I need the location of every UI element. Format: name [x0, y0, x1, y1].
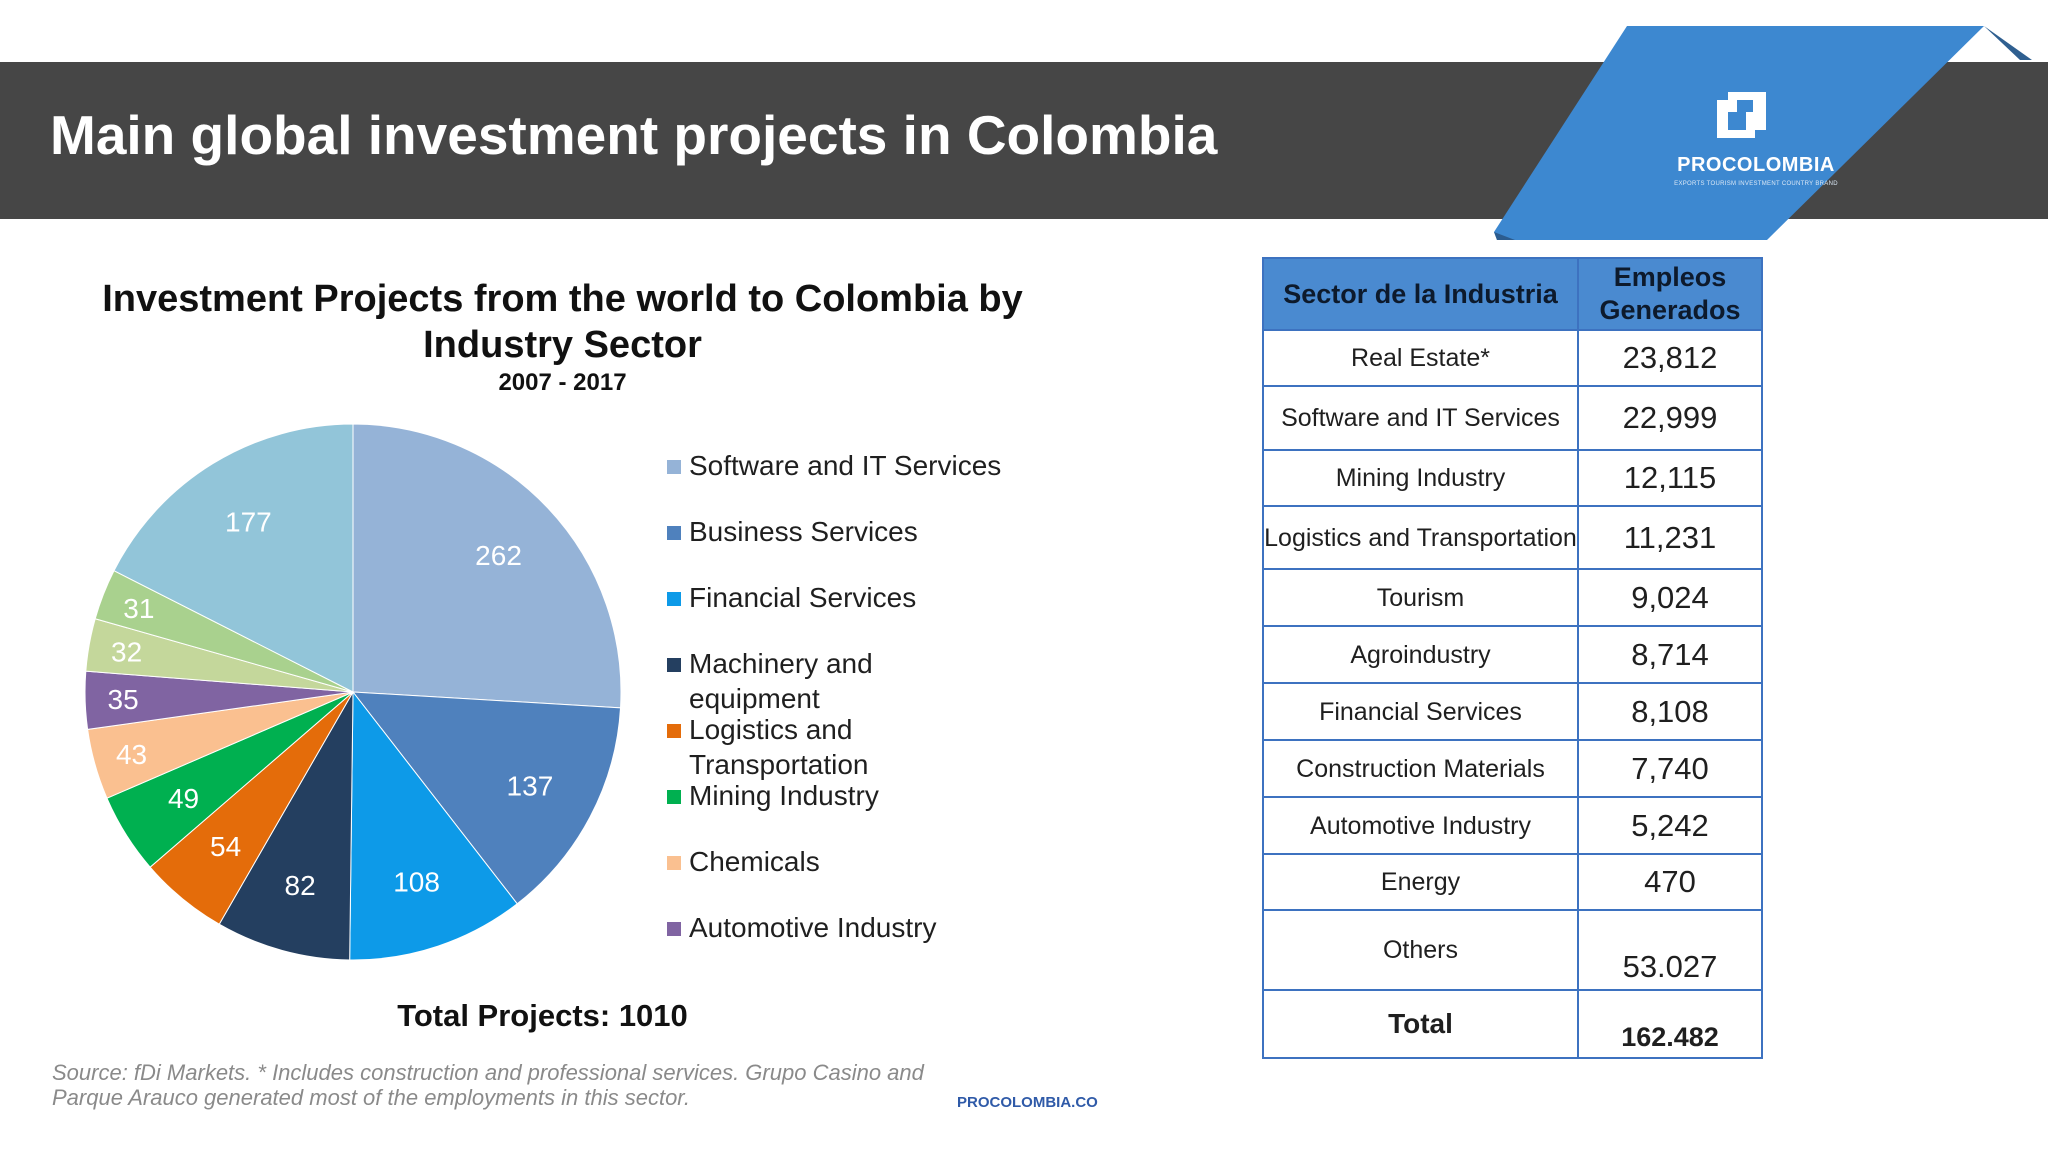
sector-cell: Mining Industry: [1262, 449, 1579, 507]
legend-label: Business Services: [689, 516, 918, 547]
pie-slice-value-label: 177: [225, 507, 272, 538]
jobs-cell: 11,231: [1577, 505, 1763, 570]
pie-slice: [218, 690, 354, 961]
sector-cell: Automotive Industry: [1262, 796, 1579, 855]
jobs-cell: 470: [1577, 853, 1763, 911]
sector-cell: Software and IT Services: [1262, 385, 1579, 451]
legend-label: Automotive Industry: [689, 912, 937, 943]
legend-item: Business Services: [667, 514, 1007, 549]
legend-swatch: [667, 658, 681, 672]
jobs-cell: 23,812: [1577, 329, 1763, 387]
pie-slice: [349, 690, 518, 961]
legend-swatch: [667, 460, 681, 474]
table-row: Agroindustry 8,714: [1262, 625, 1763, 684]
pie-slice-value-label: 262: [475, 540, 522, 571]
table-row: Real Estate* 23,812: [1262, 329, 1763, 387]
total-label-cell: Total: [1262, 989, 1579, 1059]
legend-item: Logistics and Transportation: [667, 712, 1007, 782]
total-projects-label: Total Projects: 1010: [397, 998, 688, 1033]
legend-swatch: [667, 592, 681, 606]
jobs-cell: 8,714: [1577, 625, 1763, 684]
employment-table: Sector de la Industria Empleos Generados…: [1262, 257, 1763, 1059]
pie-slice: [352, 423, 622, 709]
sector-cell: Real Estate*: [1262, 329, 1579, 387]
legend-item: Automotive Industry: [667, 910, 1007, 945]
legend-item: Mining Industry: [667, 778, 1007, 813]
source-note: Source: fDi Markets. * Includes construc…: [52, 1060, 924, 1110]
sector-cell: Tourism: [1262, 568, 1579, 627]
jobs-cell: 53.027: [1577, 909, 1763, 991]
legend-swatch: [667, 922, 681, 936]
table-row: Software and IT Services 22,999: [1262, 385, 1763, 451]
pie-slice-value-label: 49: [168, 783, 199, 814]
logo-panel-fold: [1984, 26, 2032, 60]
legend-swatch: [667, 790, 681, 804]
jobs-cell: 22,999: [1577, 385, 1763, 451]
pie-slice-value-label: 82: [285, 870, 316, 901]
legend-item: Financial Services: [667, 580, 1007, 615]
legend-label: Chemicals: [689, 846, 820, 877]
jobs-cell: 5,242: [1577, 796, 1763, 855]
table-header-row: Sector de la Industria Empleos Generados: [1262, 257, 1763, 331]
sector-cell: Others: [1262, 909, 1579, 991]
column-header-sector: Sector de la Industria: [1262, 257, 1579, 331]
sector-cell: Construction Materials: [1262, 739, 1579, 798]
footer-website-link[interactable]: PROCOLOMBIA.CO: [957, 1094, 1098, 1111]
legend-item: Software and IT Services: [667, 448, 1007, 483]
sector-cell: Energy: [1262, 853, 1579, 911]
pie-slice-value-label: 31: [123, 593, 154, 624]
pie-slice-value-label: 54: [210, 831, 241, 862]
table-row: Tourism 9,024: [1262, 568, 1763, 627]
table-row: Mining Industry 12,115: [1262, 449, 1763, 507]
legend-swatch: [667, 724, 681, 738]
total-value-cell: 162.482: [1577, 989, 1763, 1059]
brand-tagline: EXPORTS TOURISM INVESTMENT COUNTRY BRAND: [1674, 181, 1838, 187]
table-row: Others 53.027: [1262, 909, 1763, 991]
sector-cell: Financial Services: [1262, 682, 1579, 741]
jobs-cell: 7,740: [1577, 739, 1763, 798]
procolombia-logo-panel: [1494, 26, 2032, 240]
column-header-jobs: Empleos Generados: [1577, 257, 1763, 331]
pie-slice: [113, 423, 354, 693]
legend-label: Financial Services: [689, 582, 917, 613]
jobs-cell: 9,024: [1577, 568, 1763, 627]
table-row: Energy 470: [1262, 853, 1763, 911]
legend-item: Chemicals: [667, 844, 1007, 879]
jobs-cell: 12,115: [1577, 449, 1763, 507]
legend-label: Machinery and equipment: [689, 648, 873, 714]
jobs-cell: 8,108: [1577, 682, 1763, 741]
pie-slice-value-label: 35: [108, 684, 139, 715]
pie-slice: [351, 691, 622, 905]
brand-name: PROCOLOMBIA: [1677, 154, 1835, 176]
pie-slice-value-label: 32: [111, 636, 142, 667]
legend-item: Machinery and equipment: [667, 646, 1007, 716]
pie-slice-value-label: 108: [393, 867, 440, 898]
legend-label: Logistics and Transportation: [689, 714, 869, 780]
pie-chart: 262 137 108 82 54 49 43 35 32 31 177: [84, 423, 622, 961]
table-row: Financial Services 8,108: [1262, 682, 1763, 741]
procolombia-logo-icon: [1717, 92, 1766, 138]
chart-title: Investment Projects from the world to Co…: [102, 278, 1023, 366]
table-row: Automotive Industry 5,242: [1262, 796, 1763, 855]
table-row: Construction Materials 7,740: [1262, 739, 1763, 798]
table-row: Logistics and Transportation 11,231: [1262, 505, 1763, 570]
page-title: Main global investment projects in Colom…: [50, 104, 1218, 166]
legend-label: Software and IT Services: [689, 450, 1002, 481]
legend-label: Mining Industry: [689, 780, 879, 811]
pie-slice-value-label: 137: [507, 770, 554, 801]
chart-subtitle: 2007 - 2017: [498, 369, 627, 396]
pie-slice-value-label: 43: [116, 739, 147, 770]
sector-cell: Logistics and Transportation: [1262, 505, 1579, 570]
table-total-row: Total 162.482: [1262, 989, 1763, 1059]
legend-swatch: [667, 526, 681, 540]
legend-swatch: [667, 856, 681, 870]
sector-cell: Agroindustry: [1262, 625, 1579, 684]
